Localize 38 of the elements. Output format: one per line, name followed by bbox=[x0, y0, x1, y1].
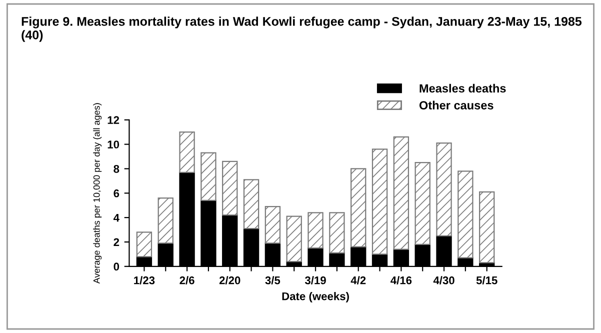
legend-label: Other causes bbox=[419, 100, 494, 110]
y-tick-label: 12 bbox=[108, 116, 120, 124]
y-tick-label: 2 bbox=[114, 238, 120, 246]
legend-label: Measles deaths bbox=[420, 84, 506, 93]
bar bbox=[136, 232, 152, 258]
bar bbox=[372, 148, 388, 255]
y-tick-label: 6 bbox=[114, 189, 120, 198]
x-tick-label: 4/16 bbox=[390, 276, 412, 284]
bar bbox=[264, 206, 281, 244]
y-tick-label: 0 bbox=[114, 262, 120, 271]
bar bbox=[436, 142, 452, 236]
bar bbox=[200, 152, 216, 202]
chart-title: Figure 9. Measles mortality rates in Wad Kowli refugee camp - Sydan, January 23-May 15, 1985 (40) bbox=[22, 16, 582, 42]
bar bbox=[308, 212, 324, 249]
x-tick-label: 2/6 bbox=[180, 276, 194, 284]
bar bbox=[286, 216, 302, 262]
x-tick-label: 1/23 bbox=[134, 276, 155, 284]
bar bbox=[329, 212, 345, 254]
bar bbox=[350, 168, 366, 248]
x-axis-title: Date (weeks) bbox=[282, 292, 349, 302]
y-tick-label: 8 bbox=[114, 164, 120, 173]
x-tick-label: 3/5 bbox=[265, 276, 280, 284]
x-tick-label: 3/19 bbox=[304, 276, 326, 284]
bar bbox=[414, 162, 430, 245]
bar bbox=[179, 132, 195, 173]
y-tick-label: 10 bbox=[108, 140, 120, 148]
x-tick-label: 4/30 bbox=[433, 276, 454, 284]
y-axis-title: Average deaths per 10,000 per day (all ages) bbox=[93, 103, 102, 284]
bar bbox=[393, 136, 410, 250]
x-tick-label: 4/2 bbox=[350, 276, 366, 284]
x-tick-label: 5/15 bbox=[476, 276, 498, 284]
x-tick-label: 2/20 bbox=[219, 276, 240, 284]
y-tick-label: 4 bbox=[113, 214, 120, 222]
bar bbox=[479, 191, 495, 264]
bar bbox=[458, 170, 474, 258]
bar bbox=[158, 197, 174, 244]
bar bbox=[222, 160, 238, 216]
bar bbox=[243, 179, 260, 230]
